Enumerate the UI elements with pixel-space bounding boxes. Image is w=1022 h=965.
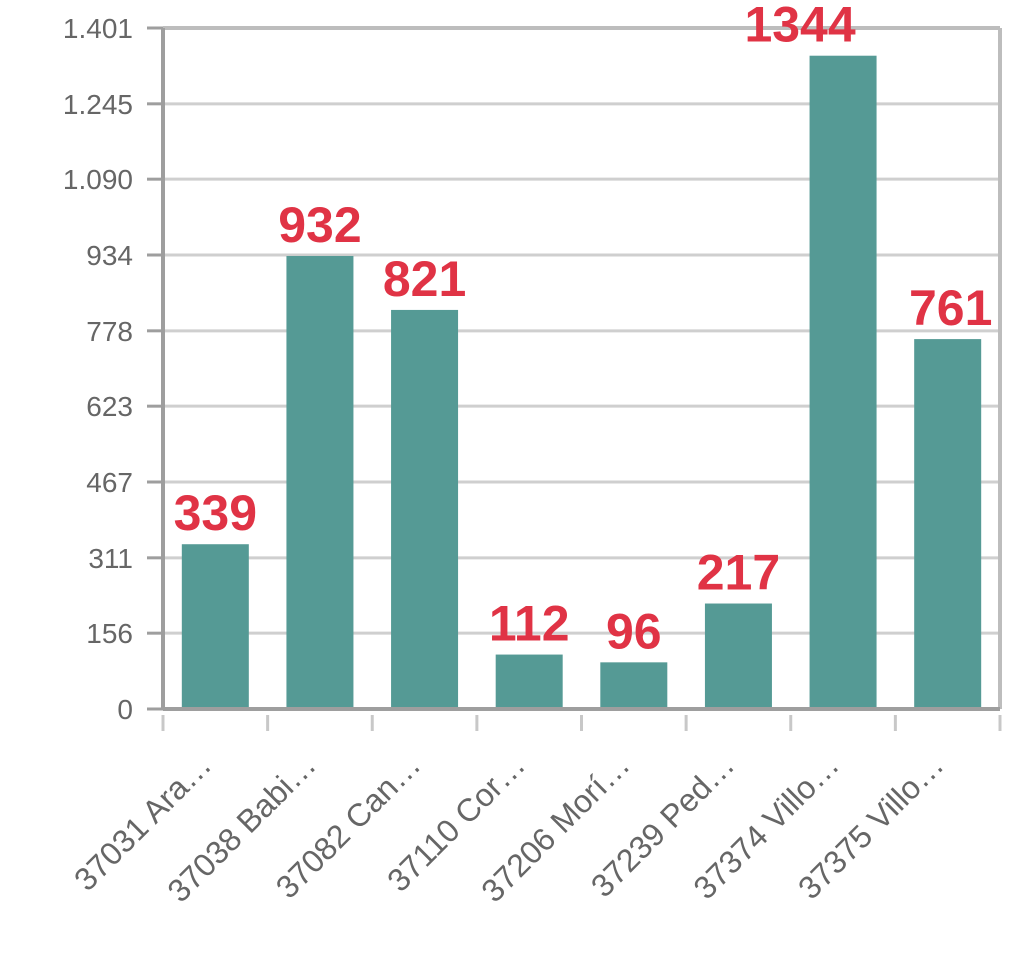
plot-frame [161,26,1002,711]
y-tick-label: 1.401 [63,13,133,44]
y-tick-label: 1.245 [63,89,133,120]
data-label: 217 [697,545,780,601]
y-tick-label: 778 [86,316,133,347]
data-labels: 339 932 821 112 96 217 1344 761 [174,0,993,659]
y-tick-label: 467 [86,467,133,498]
bar [600,662,668,709]
bar [181,544,249,709]
bar [495,654,563,709]
y-axis-ticks: 0 156 311 467 623 778 934 1.090 1.245 1.401 [63,13,163,725]
data-label: 821 [383,251,466,307]
x-axis-ticks: 37031 Ara…37038 Babi…37082 Can…37110 Cor… [67,715,1002,909]
y-tick-label: 934 [86,240,133,271]
y-tick-label: 156 [86,618,133,649]
y-tick-label: 311 [88,543,133,574]
y-tick-label: 0 [117,694,133,725]
bars [181,55,982,709]
data-label: 112 [489,596,570,652]
data-label: 96 [606,603,662,659]
y-tick-label: 1.090 [63,164,133,195]
y-tick-label: 623 [86,391,133,422]
bar [286,255,354,709]
data-label: 932 [278,197,361,253]
data-label: 761 [909,280,992,336]
bar [914,339,982,709]
bar [704,603,772,709]
bar [391,309,459,709]
data-label: 1344 [744,0,855,53]
data-label: 339 [174,485,257,541]
bar [809,55,877,709]
